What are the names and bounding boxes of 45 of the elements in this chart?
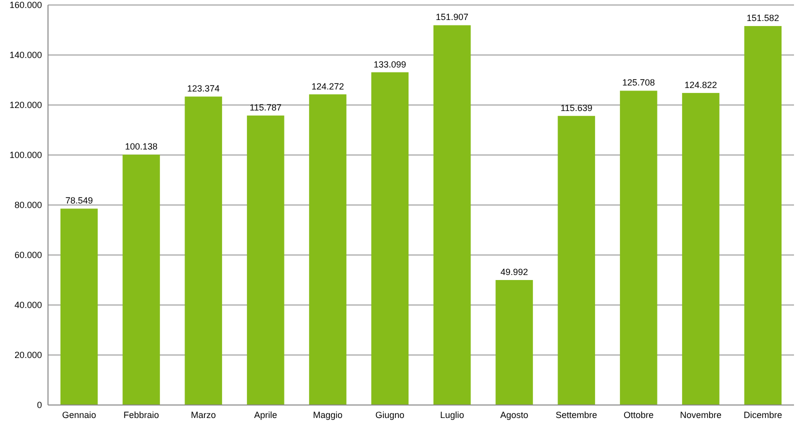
bar [184,96,222,405]
bar [371,72,409,405]
bar [309,94,346,405]
bar [682,92,720,405]
y-tick-label: 100.000 [9,150,42,160]
bar [433,25,471,405]
data-label: 133.099 [374,59,406,70]
data-label: 151.582 [746,13,780,24]
bar [122,154,160,405]
data-label: 125.708 [622,78,655,88]
x-tick-label: Dicembre [744,410,782,420]
y-tick-label: 160.000 [9,0,42,10]
data-label: 115.787 [250,102,282,113]
data-label: 123.374 [187,84,220,94]
bar [60,208,98,405]
x-tick-label: Novembre [680,410,722,420]
bar [496,280,533,405]
y-tick-label: 60.000 [14,250,42,260]
y-tick-label: 120.000 [9,100,42,110]
x-tick-label: Giugno [375,410,404,420]
x-tick-label: Maggio [312,410,343,420]
bar [558,116,596,405]
x-tick-label: Luglio [440,410,464,420]
x-tick-label: Marzo [190,410,216,420]
x-tick-label: Ottobre [624,410,654,420]
data-label: 78.549 [65,196,93,206]
x-tick-label: Aprile [254,410,278,420]
data-label: 49.992 [500,267,528,278]
data-label: 100.138 [124,142,158,152]
y-tick-label: 20.000 [14,350,42,360]
x-tick-label: Settembre [556,410,598,420]
y-tick-label: 40.000 [14,300,42,310]
data-label: 115.639 [560,102,592,113]
y-tick-label: 140.000 [9,50,42,60]
data-label: 124.272 [311,81,344,92]
bar [620,90,658,405]
x-tick-label: Febbraio [123,410,160,420]
bar [744,26,782,405]
y-tick-label: 0 [36,400,42,410]
data-label: 124.822 [684,80,718,90]
x-tick-label: Agosto [500,410,528,420]
y-tick-label: 80.000 [14,200,42,210]
data-label: 151.907 [436,12,468,22]
bar [246,116,284,405]
x-tick-label: Gennaio [62,410,96,420]
